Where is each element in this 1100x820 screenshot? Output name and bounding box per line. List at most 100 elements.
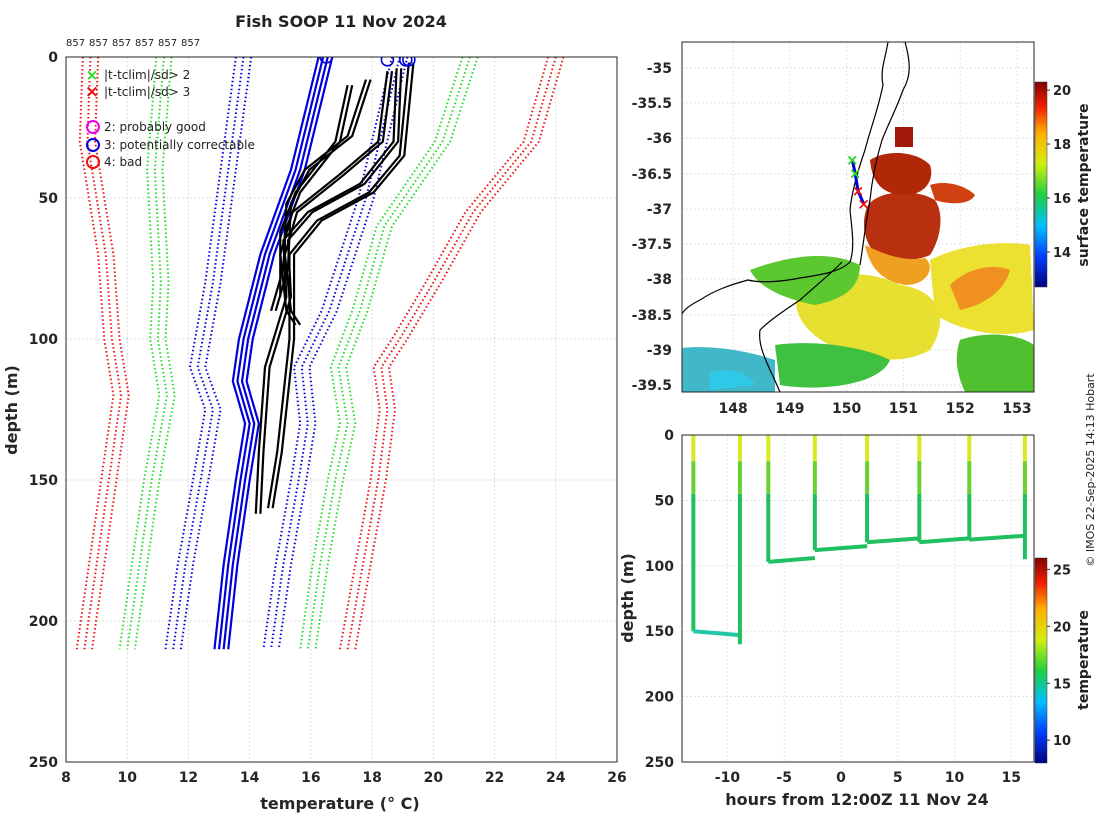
quality-flag-circle [398,57,413,67]
map-y-tick-label: -36.5 [632,167,672,183]
cast-bottom-track [814,544,868,553]
profile-id: 857 [135,38,154,49]
time-x-tick-label: -5 [776,770,792,786]
time-y-tick-label: 250 [645,755,674,771]
time-gridlines [682,434,1034,763]
time-y-axis-label: depth (m) [618,553,637,643]
map-y-tick-label: -38 [647,272,672,288]
time-x-tick-label: 10 [945,770,965,786]
profile-id: 857 [66,38,85,49]
series-clim-mean [213,57,320,650]
series-clim-1sd [179,57,253,650]
legend-sd2-label: |t-tclim|/sd> 2 [104,68,190,82]
profile-id: 857 [158,38,177,49]
temperature-colorbar-tick-label: 15 [1053,677,1071,692]
sst-colorbar-tick-label: 20 [1053,84,1071,99]
map-y-tick-label: -39 [647,343,672,359]
y-tick-label: 0 [48,50,58,66]
map-y-tick-label: -35 [647,61,672,77]
x-tick-label: 20 [424,770,444,786]
temperature-colorbar-ticks: 10 15 20 25 [1047,563,1071,749]
x-tick-label: 12 [179,770,198,786]
time-y-tick-label: 100 [645,559,674,575]
cast-bottom-track [693,629,741,638]
sst-colorbar-ticks: 14 16 18 20 [1047,84,1071,261]
y-tick-label: 50 [39,191,59,207]
x-tick-label: 18 [362,770,381,786]
profile-gridlines [65,56,618,763]
profile-plot-frame [65,56,618,763]
track-flag-marker: × [849,164,862,182]
series-clim-1sd [270,57,401,650]
series-profile-5 [283,84,354,297]
profile-id: 857 [181,38,200,49]
y-tick-label: 200 [29,614,58,630]
series-clim-2sd [306,57,472,650]
sst-patch-green-southeast [956,334,1034,392]
time-x-tick-label: 0 [836,770,846,786]
series-clim-1sd [164,57,237,650]
series-clim-3sd [338,57,550,650]
y-tick-label: 250 [29,755,58,771]
temperature-colorbar-label: temperature [1076,610,1092,710]
map-x-tick-label: 152 [946,401,975,417]
sst-colorbar-tick-label: 14 [1053,246,1071,261]
series-profile-5 [279,84,349,297]
ship-track: ×××× [846,151,870,213]
series-clim-1sd [172,57,245,650]
series-clim-1sd [277,57,409,650]
time-y-tick-label: 150 [645,624,674,640]
profile-id: 857 [112,38,131,49]
cast-bottom-track [866,536,920,545]
x-tick-label: 26 [607,770,626,786]
time-x-axis-label: hours from 12:00Z 11 Nov 24 [725,790,988,809]
isobath [859,42,910,266]
series-clim-mean [217,57,325,650]
legend-q2-label: 2: probably good [104,120,206,134]
legend-sd3-label: |t-tclim|/sd> 3 [104,85,190,99]
temperature-colorbar-tick-label: 25 [1053,563,1071,578]
sst-patch-orange-far-east [950,266,1010,310]
time-y-tick-label: 50 [655,493,675,509]
quality-flag-circle [402,57,416,67]
map-y-tick-label: -37 [647,202,672,218]
map-x-tick-label: 151 [889,401,918,417]
map-y-tick-label: -36 [647,131,672,147]
cast-bottom-track [768,555,816,564]
sst-patch-cyan-sw [710,370,755,390]
map-ticks: 148 149 150 151 152 153 -35 -35.5 -36 -36.5 -37 -37… [632,61,1032,417]
x-tick-label: 22 [485,770,504,786]
sst-patch-warm-eddy [863,192,941,260]
profile-series [75,57,565,650]
cast-bottom-track [969,533,1026,542]
quality-flag-circle [319,57,333,64]
track-flag-marker: × [852,182,865,200]
x-tick-label: 24 [546,770,566,786]
legend-q2-circle [86,120,100,134]
sst-patch-green-south [775,343,890,388]
series-clim-3sd [91,57,130,650]
sst-patch-orange-east [930,183,975,204]
profile-ticks: 8 10 12 14 16 18 20 22 24 26 0 50 100 150 200 250 [29,50,627,786]
credit-text: © IMOS 22-Sep-2025 14:13 Hobart [1084,373,1097,567]
map-x-tick-label: 150 [832,401,861,417]
temperature-colorbar-tick-label: 10 [1053,734,1071,749]
sst-field [682,127,1034,392]
map-y-tick-label: -35.5 [632,96,672,112]
series-clim-2sd [126,57,169,650]
coastline [682,42,910,392]
sst-colorbar-label: surface temperature [1076,103,1092,266]
series-clim-1sd [262,57,393,650]
time-x-tick-label: 5 [893,770,903,786]
x-tick-label: 16 [301,770,320,786]
time-casts [691,435,1027,645]
time-y-tick-label: 0 [664,428,674,444]
map-frame [681,41,1035,393]
coast-line [682,42,889,315]
quality-flag-circle [380,57,395,67]
series-clim-3sd [75,57,115,650]
x-tick-label: 10 [117,770,137,786]
series-clim-2sd [314,57,479,650]
